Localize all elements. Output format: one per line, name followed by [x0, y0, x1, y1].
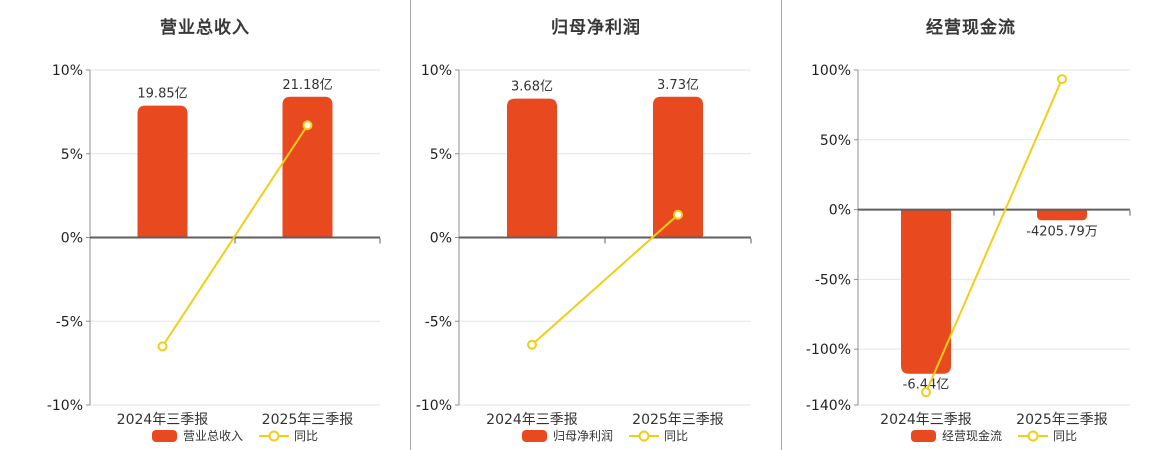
panel-divider — [410, 0, 411, 450]
yoy-marker — [527, 339, 537, 350]
bar — [282, 96, 333, 238]
line-legend-icon — [259, 430, 289, 442]
bar-legend-label: 经营现金流 — [941, 429, 1002, 443]
y-tick-label: -5% — [425, 314, 452, 330]
bar-value-label: 3.68亿 — [511, 80, 553, 95]
yoy-line — [161, 124, 309, 347]
yoy-marker — [673, 209, 683, 220]
line-legend-icon — [1018, 430, 1048, 442]
yoy-marker — [921, 387, 931, 398]
line-legend-label: 同比 — [664, 429, 689, 443]
legend: 归母净利润 同比 — [459, 427, 751, 444]
bar-value-label: -6.44亿 — [903, 378, 950, 393]
y-tick-label: -10% — [47, 398, 83, 414]
chart-title-revenue: 营业总收入 — [160, 18, 250, 38]
bar-legend-label: 归母净利润 — [552, 429, 613, 443]
bar-legend-label: 营业总收入 — [182, 429, 243, 443]
yoy-marker — [157, 341, 168, 352]
bar-legend-swatch — [521, 429, 547, 442]
cash-flow-chart-plot: 100% 50% 0% -50% -100% -140% -6.44亿 -4205.79万 — [806, 63, 1131, 414]
bar-value-label: -4205.79万 — [1026, 224, 1097, 239]
y-tick-label: 5% — [430, 147, 452, 163]
x-axis-labels: 2024年三季报 2025年三季报 — [90, 409, 380, 429]
y-tick-label: 5% — [61, 147, 83, 163]
x-label-2025: 2025年三季报 — [632, 412, 724, 428]
bar — [653, 96, 703, 238]
bar — [901, 209, 951, 374]
legend: 经营现金流 同比 — [858, 427, 1130, 444]
x-axis-labels: 2024年三季报 2025年三季报 — [858, 409, 1130, 429]
chart-title-net-profit: 归母净利润 — [551, 18, 641, 38]
x-label-2025: 2025年三季报 — [261, 412, 354, 428]
yoy-line — [531, 213, 679, 346]
y-tick-label: -100% — [806, 342, 851, 358]
chart-panel-net-profit: 归母净利润 10% 5% 0% -5% -10% 3.68亿 3.73亿 2024年三季报 … — [411, 0, 781, 450]
line-legend-label: 同比 — [1053, 429, 1078, 443]
y-tick-label: 10% — [52, 63, 83, 79]
bar — [507, 98, 557, 238]
bar-value-label: 19.85亿 — [137, 87, 187, 102]
y-tick-label: 100% — [811, 63, 851, 79]
y-tick-label: 0% — [61, 231, 83, 247]
y-tick-label: 0% — [829, 203, 851, 219]
chart-title-cash-flow: 经营现金流 — [926, 18, 1016, 38]
yoy-marker — [1057, 74, 1067, 85]
y-tick-label: 0% — [430, 231, 452, 247]
bar-value-label: 21.18亿 — [282, 78, 332, 93]
x-label-2024: 2024年三季报 — [486, 412, 578, 428]
bar — [1037, 209, 1087, 221]
net-profit-chart-plot: 10% 5% 0% -5% -10% 3.68亿 3.73亿 — [416, 63, 752, 414]
panel-divider — [781, 0, 782, 450]
bar-legend-swatch — [151, 429, 177, 442]
revenue-chart-plot: 10% 5% 0% -5% -10% 19.85亿 21.18亿 — [47, 63, 381, 414]
y-tick-label: -50% — [815, 272, 851, 288]
y-tick-label: -5% — [56, 314, 83, 330]
line-legend-label: 同比 — [294, 429, 319, 443]
legend: 营业总收入 同比 — [90, 427, 380, 444]
yoy-line — [925, 78, 1063, 393]
bar-legend-swatch — [910, 429, 936, 442]
y-tick-label: -10% — [416, 398, 452, 414]
x-label-2024: 2024年三季报 — [880, 412, 972, 428]
chart-panel-operating-cash-flow: 经营现金流 100% 50% 0% -50% -100% -140% -6.44亿 -4205… — [782, 0, 1160, 450]
x-label-2025: 2025年三季报 — [1016, 412, 1108, 428]
line-legend-icon — [629, 430, 659, 442]
x-axis-labels: 2024年三季报 2025年三季报 — [459, 409, 751, 429]
x-label-2024: 2024年三季报 — [116, 412, 209, 428]
chart-panel-revenue: 营业总收入 10% 5% 0% -5% -10% 19.85亿 21.18亿 2024年三季… — [0, 0, 410, 450]
y-tick-label: -140% — [806, 398, 851, 414]
bar — [137, 105, 188, 238]
bar-value-label: 3.73亿 — [657, 78, 699, 93]
y-tick-label: 50% — [820, 133, 851, 149]
yoy-marker — [302, 120, 313, 131]
y-tick-label: 10% — [421, 63, 452, 79]
